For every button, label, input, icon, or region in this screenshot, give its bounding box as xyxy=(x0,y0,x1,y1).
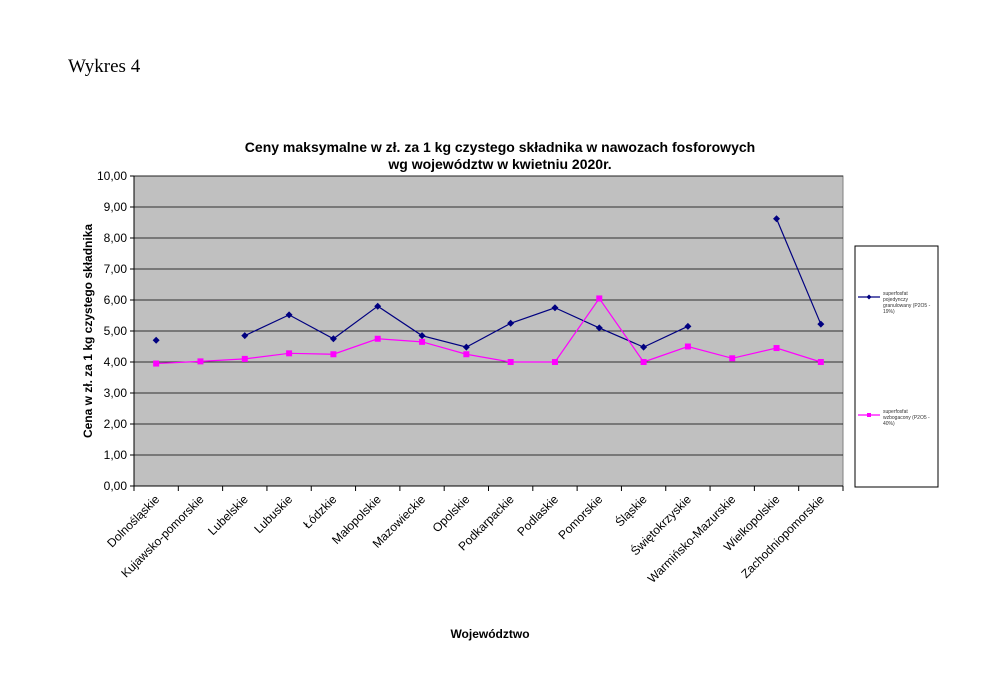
data-point xyxy=(507,359,514,365)
x-tick-label: Lubelskie xyxy=(205,492,251,538)
data-point xyxy=(285,311,293,319)
data-point xyxy=(640,343,648,351)
data-point xyxy=(551,359,558,365)
data-point xyxy=(551,304,559,312)
figure-caption: Wykres 4 xyxy=(68,56,141,77)
data-point xyxy=(418,332,426,340)
data-point xyxy=(595,324,603,332)
x-axis-label: Województwo xyxy=(450,627,529,641)
y-axis-label: Cena w zł. za 1 kg czystego składnika xyxy=(81,224,95,438)
data-point xyxy=(640,359,647,365)
y-tick-label: 3,00 xyxy=(104,386,128,400)
x-tick-label: Łódzkie xyxy=(300,492,339,531)
data-point xyxy=(817,359,824,365)
y-tick-label: 7,00 xyxy=(104,262,128,276)
legend-label-line: 40%) xyxy=(883,421,895,427)
data-point xyxy=(596,295,603,302)
y-tick-label: 5,00 xyxy=(104,324,128,338)
y-tick-label: 4,00 xyxy=(104,355,128,369)
legend-label-line: granulowany (P2O5 - xyxy=(883,303,931,309)
data-point xyxy=(374,335,381,342)
x-tick-label: Pomorskie xyxy=(555,492,605,542)
chart-title: Ceny maksymalne w zł. za 1 kg czystego s… xyxy=(245,139,755,172)
data-point xyxy=(419,338,426,345)
data-point xyxy=(330,351,337,358)
data-point xyxy=(152,336,160,344)
data-point xyxy=(462,343,470,351)
data-point xyxy=(684,343,691,350)
legend-box xyxy=(854,245,939,488)
legend-label-line: pojedynczy xyxy=(883,297,909,303)
x-tick-label: Warmińsko-Mazurskie xyxy=(645,492,739,586)
legend-label: superfosfat pojedynczy granulowany (P2O5 -… xyxy=(883,291,931,315)
data-point xyxy=(729,355,736,362)
data-point xyxy=(507,319,515,327)
data-point xyxy=(241,332,249,340)
legend-label: superfosfat wzbogacony (P2O5 -40%) xyxy=(883,409,930,427)
data-point xyxy=(374,302,382,310)
series-2 xyxy=(153,295,824,367)
series-line xyxy=(156,297,822,365)
legend-label-line: 19%) xyxy=(883,309,895,315)
x-tick-label: Opolskie xyxy=(430,492,473,535)
data-point xyxy=(286,350,293,357)
legend-marker xyxy=(867,413,871,417)
x-tick-label: Zachodniopomorskie xyxy=(738,492,827,581)
y-tick-label: 6,00 xyxy=(104,293,128,307)
data-point xyxy=(241,355,248,362)
series-line xyxy=(775,218,822,325)
x-tick-label: Lubuskie xyxy=(251,492,295,536)
data-point xyxy=(329,335,337,343)
y-tick-label: 2,00 xyxy=(104,417,128,431)
data-point xyxy=(773,215,781,223)
series-1 xyxy=(152,215,825,351)
x-tick-label: Śląskie xyxy=(612,491,650,529)
data-point xyxy=(153,360,160,367)
legend-label-line: wzbogacony (P2O5 - xyxy=(883,415,930,421)
data-point xyxy=(817,320,825,328)
legend: superfosfat pojedynczy granulowany (P2O5 -… xyxy=(854,245,939,488)
legend-marker xyxy=(866,294,872,300)
data-point xyxy=(684,322,692,330)
y-tick-label: 9,00 xyxy=(104,200,128,214)
legend-label-line: superfosfat xyxy=(883,409,908,415)
chart-title-line: Ceny maksymalne w zł. za 1 kg czystego s… xyxy=(245,139,755,155)
x-tick-label: Kujawsko-pomorskie xyxy=(118,492,206,580)
y-tick-label: 0,00 xyxy=(104,479,128,493)
y-tick-label: 1,00 xyxy=(104,448,128,462)
data-point xyxy=(197,358,204,365)
data-point xyxy=(773,345,780,352)
data-point xyxy=(463,351,470,358)
chart-title-line: wg województw w kwietniu 2020r. xyxy=(387,156,611,172)
x-tick-label: Podlaskie xyxy=(514,492,561,539)
y-tick-label: 8,00 xyxy=(104,231,128,245)
y-tick-label: 10,00 xyxy=(97,169,127,183)
legend-label-line: superfosfat xyxy=(883,291,908,297)
